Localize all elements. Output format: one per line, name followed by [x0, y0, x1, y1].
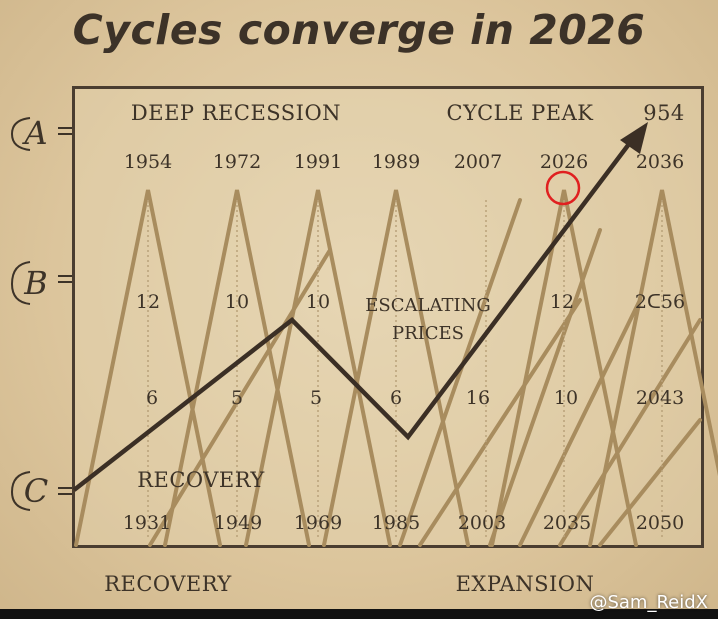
low-number: 6	[145, 387, 159, 409]
cycle-line	[598, 418, 702, 547]
top-year: 2026	[539, 151, 589, 173]
row-label-a: A	[24, 114, 48, 152]
cycle-line	[322, 189, 470, 547]
center-text-line: ESCALATING	[365, 295, 491, 316]
cycle-line	[518, 298, 642, 547]
low-number: 10	[553, 387, 579, 409]
row-label-b: B	[24, 264, 48, 302]
cycle-line	[148, 248, 332, 547]
cycle-line	[418, 298, 582, 547]
low-number: 2043	[635, 387, 685, 409]
footer-recovery: RECOVERY	[104, 572, 232, 596]
watermark-handle: @Sam_ReidX	[589, 592, 708, 613]
bottom-year: 2035	[542, 512, 592, 534]
bottom-year: 2050	[635, 512, 685, 534]
header-cycle-peak: CYCLE PEAK	[446, 101, 594, 125]
trend-line	[72, 138, 634, 492]
cycle-line	[244, 189, 392, 547]
low-number: 5	[230, 387, 244, 409]
cycle-line	[558, 318, 702, 547]
cycle-line	[163, 189, 311, 547]
inner-recovery-label: RECOVERY	[137, 468, 265, 492]
top-year: 1991	[293, 151, 343, 173]
escalating-prices-label: ESCALATING PRICES	[365, 292, 490, 348]
row-brackets	[10, 117, 72, 511]
top-year: 1989	[371, 151, 421, 173]
mid-number: 12	[549, 291, 575, 313]
bottom-bar	[0, 609, 718, 619]
trend-arrowhead	[620, 122, 648, 154]
top-year: 2007	[453, 151, 503, 173]
bottom-year: 1949	[213, 512, 263, 534]
low-number: 5	[309, 387, 323, 409]
bottom-year: 1969	[293, 512, 343, 534]
cycle-line	[74, 189, 222, 547]
chart-title: Cycles converge in 2026	[72, 6, 646, 54]
mid-number: 10	[305, 291, 331, 313]
header-corner-number: 954	[643, 101, 685, 125]
row-label-c: C	[23, 472, 49, 510]
mid-number: 2ᑕ56	[634, 291, 686, 313]
diagram-frame	[72, 86, 704, 548]
cycle-line	[488, 228, 602, 547]
center-text-line: PRICES	[391, 323, 465, 344]
mid-number: 10	[224, 291, 250, 313]
top-year: 1954	[123, 151, 173, 173]
cycle-line	[398, 198, 522, 547]
bottom-year: 2003	[457, 512, 507, 534]
bottom-year: 1985	[371, 512, 421, 534]
footer-expansion: EXPANSION	[455, 572, 595, 596]
mid-number: 12	[135, 291, 161, 313]
cycle-line	[588, 189, 718, 547]
top-year: 2036	[635, 151, 685, 173]
header-deep-recession: DEEP RECESSION	[130, 101, 342, 125]
peak-highlight-circle	[545, 170, 581, 206]
bottom-year: 1931	[122, 512, 172, 534]
low-number: 6	[389, 387, 403, 409]
top-year: 1972	[212, 151, 262, 173]
low-number: 16	[465, 387, 491, 409]
